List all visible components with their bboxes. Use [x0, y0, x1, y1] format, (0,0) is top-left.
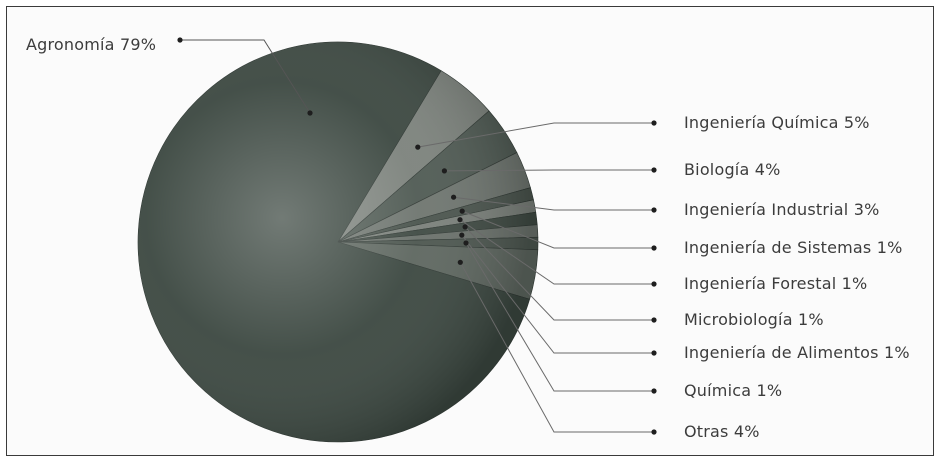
leader-line-ingenieria-de-sistemas-1: [462, 210, 654, 249]
slice-anchor-dot-quimica-1: [463, 240, 469, 246]
label-dot-ingenieria-quimica-5: [651, 120, 657, 126]
leader-line-ingenieria-forestal-1: [459, 219, 654, 285]
slice-label-microbiologia-1: Microbiología 1%: [684, 310, 824, 329]
slice-label-agronomia-79: Agronomía 79%: [26, 35, 156, 54]
label-dot-biologia-4: [651, 167, 657, 173]
label-dot-ingenieria-industrial-3: [651, 207, 657, 213]
slice-anchor-dot-microbiologia-1: [462, 224, 468, 230]
slice-label-otras-4: Otras 4%: [684, 422, 760, 441]
slice-anchor-dot-ingenieria-forestal-1: [457, 217, 463, 223]
leader-line-ingenieria-industrial-3: [453, 196, 654, 211]
slice-label-ingenieria-quimica-5: Ingeniería Química 5%: [684, 113, 870, 132]
slice-anchor-dot-ingenieria-quimica-5: [415, 144, 421, 150]
slice-label-ingenieria-industrial-3: Ingeniería Industrial 3%: [684, 200, 880, 219]
label-dot-ingenieria-de-alimentos-1: [651, 350, 657, 356]
slice-anchor-dot-otras-4: [457, 259, 463, 265]
leader-line-agronomia-79: [180, 39, 311, 114]
leader-line-microbiologia-1: [464, 226, 654, 321]
leader-line-ingenieria-de-alimentos-1: [461, 234, 654, 354]
label-dot-otras-4: [651, 429, 657, 435]
label-dot-ingenieria-de-sistemas-1: [651, 245, 657, 251]
slice-anchor-dot-ingenieria-de-sistemas-1: [459, 208, 465, 214]
slice-label-ingenieria-forestal-1: Ingeniería Forestal 1%: [684, 274, 867, 293]
leader-line-ingenieria-quimica-5: [417, 122, 654, 148]
leader-line-otras-4: [459, 262, 654, 433]
label-dot-ingenieria-forestal-1: [651, 281, 657, 287]
slice-anchor-dot-biologia-4: [441, 168, 447, 174]
label-dot-agronomia-79: [177, 37, 183, 43]
leader-line-biologia-4: [444, 169, 654, 172]
label-dot-microbiologia-1: [651, 317, 657, 323]
slice-anchor-dot-ingenieria-industrial-3: [451, 194, 457, 200]
slice-label-ingenieria-de-sistemas-1: Ingeniería de Sistemas 1%: [684, 238, 903, 257]
slice-label-quimica-1: Química 1%: [684, 381, 782, 400]
slice-anchor-dot-ingenieria-de-alimentos-1: [459, 232, 465, 238]
leader-line-quimica-1: [465, 242, 654, 392]
slice-label-ingenieria-de-alimentos-1: Ingeniería de Alimentos 1%: [684, 343, 910, 362]
label-dot-quimica-1: [651, 388, 657, 394]
slice-anchor-dot-agronomia-79: [307, 110, 313, 116]
slice-label-biologia-4: Biología 4%: [684, 160, 781, 179]
